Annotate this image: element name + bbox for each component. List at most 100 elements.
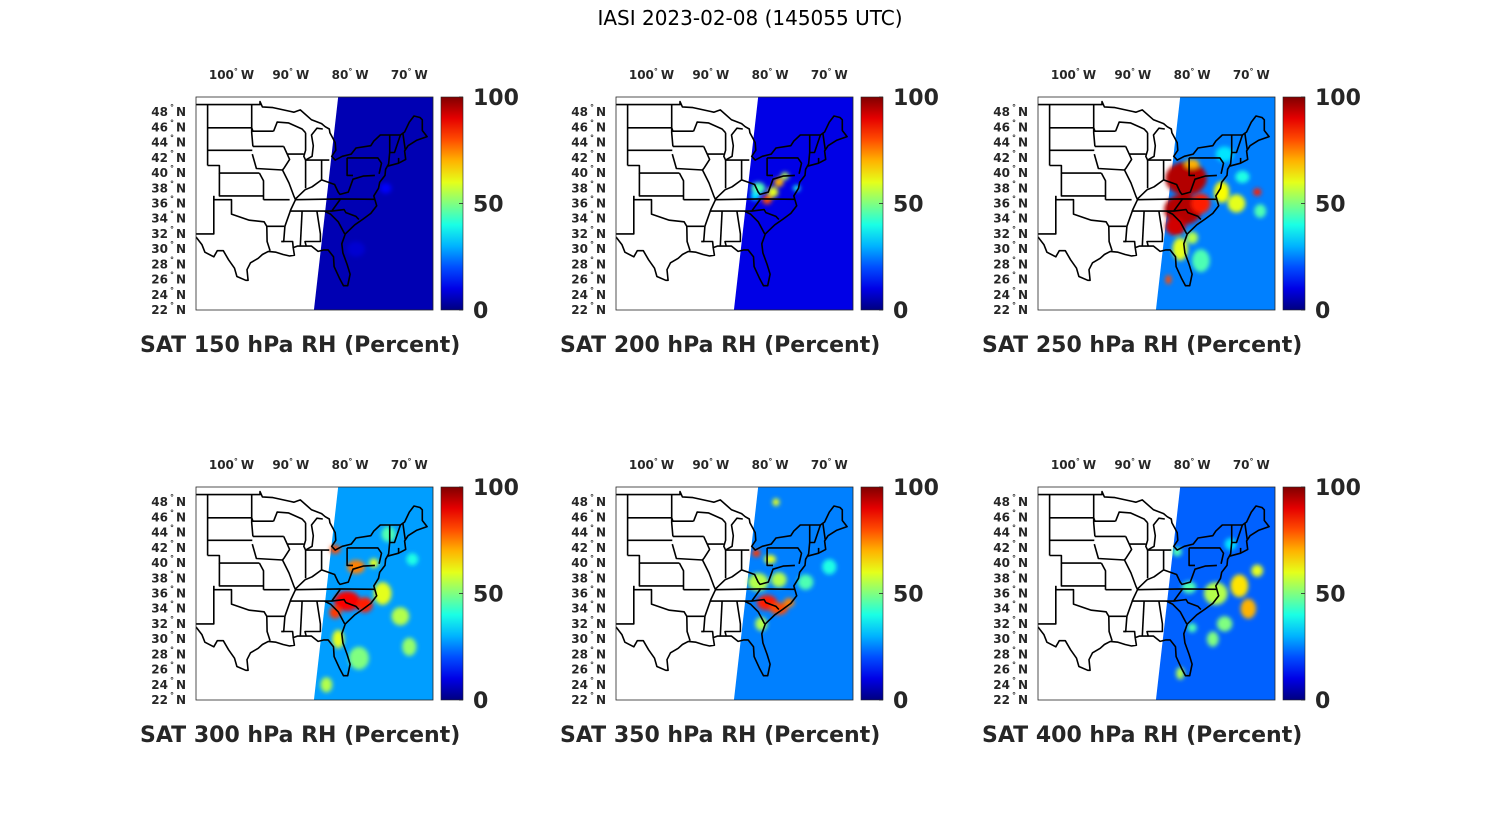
state-border [295, 588, 375, 591]
state-border [324, 600, 346, 625]
state-border [1055, 195, 1113, 251]
state-border [347, 157, 383, 174]
lat-tick-label: 28 ° N [993, 645, 1028, 661]
coastline [196, 490, 428, 677]
rh-feature [797, 574, 814, 590]
map-frame [615, 96, 854, 311]
state-border [1228, 525, 1233, 557]
map-frame [195, 486, 434, 701]
colorbar-tick-label: 100 [473, 86, 519, 111]
state-border [692, 511, 727, 524]
state-border [671, 543, 703, 561]
lon-tick-label: 90° W [272, 457, 309, 472]
colorbar-tick-label: 0 [473, 299, 488, 324]
lat-tick-label: 48 ° N [571, 103, 606, 119]
lat-tick-label: 30 ° N [151, 630, 186, 646]
state-border [1131, 198, 1184, 212]
rh-feature [1187, 623, 1197, 633]
state-border [709, 198, 762, 212]
panel-title: SAT 300 hPa RH (Percent) [140, 723, 461, 748]
state-border [1189, 157, 1225, 174]
state-border [1123, 536, 1139, 633]
panel-rh-200hpa: 100° W 90° W 80° W 70° W 48 ° N 46 ° N 44 ° N 42 ° N 40 ° N 38 °… [560, 67, 980, 427]
state-border [347, 547, 383, 564]
lat-tick-label: 30 ° N [571, 240, 606, 256]
colorbar-tick-label: 0 [893, 689, 908, 714]
map-frame [1037, 96, 1276, 311]
lat-tick-label: 28 ° N [993, 255, 1028, 271]
coastline [616, 100, 848, 287]
panel-title: SAT 350 hPa RH (Percent) [560, 723, 881, 748]
lat-tick-label: 30 ° N [993, 240, 1028, 256]
lat-tick-label: 46 ° N [151, 508, 186, 524]
lat-tick-label: 26 ° N [993, 271, 1028, 287]
state-border [744, 600, 766, 625]
map-frame [195, 96, 434, 311]
lat-tick-label: 38 ° N [571, 569, 606, 585]
colorbar-tick-label: 100 [893, 86, 939, 111]
lat-tick-label: 40 ° N [993, 164, 1028, 180]
state-border [671, 153, 703, 171]
state-border [299, 211, 303, 247]
state-border [251, 153, 283, 171]
panel-rh-300hpa: 100° W 90° W 80° W 70° W 48 ° N 46 ° N 44 ° N 42 ° N 40 ° N 38 °… [140, 457, 560, 817]
rh-feature [1227, 194, 1246, 213]
lon-tick-label: 90° W [692, 457, 729, 472]
state-border [670, 127, 694, 133]
state-border [1188, 547, 1195, 567]
rh-feature [379, 183, 392, 194]
state-border [294, 174, 375, 200]
state-border [1231, 134, 1244, 154]
state-border [616, 195, 635, 235]
state-border [1038, 195, 1057, 235]
state-border [1114, 121, 1149, 134]
lat-tick-label: 26 ° N [993, 661, 1028, 677]
state-border [1093, 543, 1125, 561]
lat-tick-label: 48 ° N [151, 493, 186, 509]
state-border [389, 524, 402, 544]
state-border [701, 630, 714, 638]
map-svg: 100° W 90° W 80° W 70° W 48 ° N46 ° N44 ° N42 ° N40 ° N38 °… [571, 67, 939, 324]
lon-tick-label: 100° W [1051, 67, 1096, 82]
map-svg: 100° W 90° W 80° W 70° W 48 ° N46 ° N44 ° N42 ° N40 ° N38 °… [151, 457, 519, 714]
lon-tick-label: 100° W [629, 67, 674, 82]
lat-tick-label: 38 ° N [151, 569, 186, 585]
rh-feature [1251, 564, 1264, 577]
state-border [258, 562, 265, 590]
lon-tick-label: 80° W [752, 457, 789, 472]
colorbar-tick-label: 50 [893, 583, 924, 608]
rh-feature [1253, 188, 1262, 196]
colorbar-tick-label: 100 [893, 476, 939, 501]
map-svg: 100° W 90° W 80° W 70° W 48 ° N46 ° N44 ° N42 ° N40 ° N38 °… [993, 457, 1361, 714]
panel-title: SAT 200 hPa RH (Percent) [560, 333, 881, 358]
rh-feature [329, 606, 342, 619]
lat-tick-label: 42 ° N [571, 149, 606, 165]
state-border [670, 104, 674, 147]
state-border [1166, 210, 1188, 235]
lat-tick-label: 46 ° N [993, 118, 1028, 134]
lat-tick-label: 24 ° N [993, 676, 1028, 692]
lon-tick-label: 80° W [332, 457, 369, 472]
panel-title: SAT 150 hPa RH (Percent) [140, 333, 461, 358]
lat-tick-label: 48 ° N [151, 103, 186, 119]
rh-feature [1191, 193, 1211, 214]
state-border [281, 630, 294, 638]
lat-tick-label: 24 ° N [571, 286, 606, 302]
state-border [627, 554, 680, 564]
rh-feature [772, 498, 780, 506]
panel-title: SAT 250 hPa RH (Percent) [982, 333, 1303, 358]
state-border [1114, 511, 1149, 524]
state-border [822, 522, 826, 540]
state-border [250, 127, 274, 133]
lat-tick-label: 32 ° N [151, 615, 186, 631]
lon-tick-label: 80° W [332, 67, 369, 82]
state-border [719, 601, 723, 637]
figure-title: IASI 2023-02-08 (145055 UTC) [597, 6, 903, 30]
rh-feature [347, 241, 365, 257]
rh-feature [1254, 204, 1267, 218]
state-border [1092, 494, 1096, 537]
state-border [386, 135, 391, 167]
lat-tick-label: 44 ° N [993, 524, 1028, 540]
lat-tick-label: 46 ° N [151, 118, 186, 134]
rh-feature [1185, 159, 1200, 169]
